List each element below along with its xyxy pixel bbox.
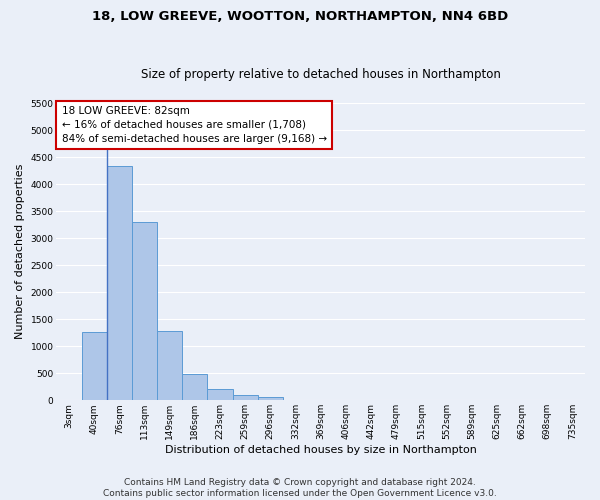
Bar — [233, 396, 258, 400]
Bar — [132, 222, 157, 400]
Y-axis label: Number of detached properties: Number of detached properties — [15, 164, 25, 340]
Bar — [208, 388, 233, 400]
Bar — [258, 398, 283, 400]
Bar — [157, 331, 182, 400]
Title: Size of property relative to detached houses in Northampton: Size of property relative to detached ho… — [141, 68, 500, 81]
X-axis label: Distribution of detached houses by size in Northampton: Distribution of detached houses by size … — [165, 445, 476, 455]
Text: 18, LOW GREEVE, WOOTTON, NORTHAMPTON, NN4 6BD: 18, LOW GREEVE, WOOTTON, NORTHAMPTON, NN… — [92, 10, 508, 23]
Text: 18 LOW GREEVE: 82sqm
← 16% of detached houses are smaller (1,708)
84% of semi-de: 18 LOW GREEVE: 82sqm ← 16% of detached h… — [62, 106, 327, 144]
Text: Contains HM Land Registry data © Crown copyright and database right 2024.
Contai: Contains HM Land Registry data © Crown c… — [103, 478, 497, 498]
Bar — [107, 166, 132, 400]
Bar — [82, 332, 107, 400]
Bar — [182, 374, 208, 400]
